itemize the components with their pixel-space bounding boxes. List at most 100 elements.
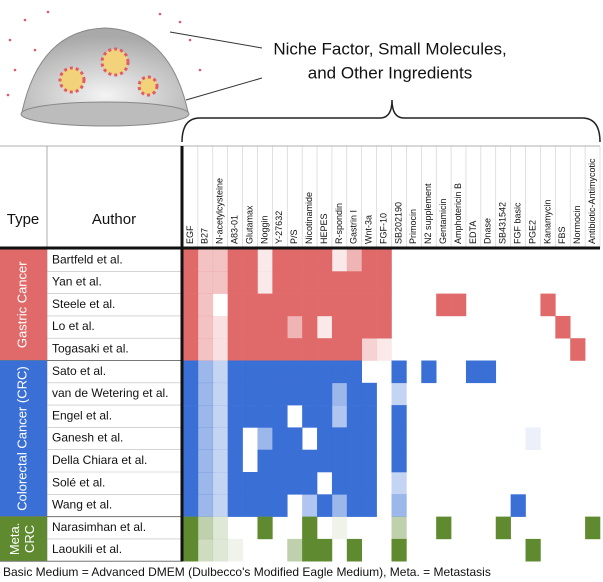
cell [421,360,437,384]
cell [317,405,333,428]
cell [481,494,496,517]
cell [287,382,303,406]
cell [392,294,407,317]
cell [466,338,481,361]
cell [540,338,555,361]
cell [496,316,511,339]
author: van de Wetering et al. [52,386,169,400]
cell [496,427,511,450]
cell [227,293,243,317]
cell [243,517,258,540]
cell [212,538,228,562]
cell [436,249,451,272]
cell [257,405,273,428]
cell [317,538,333,562]
cell [272,360,288,384]
cell [555,271,570,294]
cell [243,539,258,562]
cell [466,472,481,495]
cell [287,271,303,294]
author: Ganesh et al. [52,431,123,445]
cell [436,383,451,406]
cell [227,405,243,428]
cell [287,338,303,361]
cell [212,271,228,294]
column-label: SB202190 [393,202,403,244]
cell [257,427,273,450]
cell [421,383,436,406]
cell [213,294,228,317]
cell [212,494,228,517]
cell [421,405,436,428]
cell [346,249,363,272]
cell [555,472,570,495]
column-label: A83-01 [230,215,240,244]
cell [511,271,526,294]
cell [346,338,363,361]
title-line: Niche Factor, Small Molecules, [273,39,506,58]
cell [540,383,555,406]
cell [331,494,348,517]
cell [227,472,243,495]
cell [540,539,555,562]
cell [451,450,466,473]
column-label: P/S [289,229,299,244]
cell [406,494,421,517]
cell [272,271,288,294]
cell [331,360,348,384]
cell [421,450,436,473]
cell [183,271,199,294]
cell [242,315,258,339]
cell [197,494,214,517]
cell [496,249,511,272]
cell [496,383,511,406]
cell [540,450,555,473]
cell [511,249,526,272]
cell [183,315,199,339]
column-label: FGF-10 [378,213,388,244]
cell [481,427,496,450]
cell [257,449,273,473]
cell [481,249,496,272]
group-band [0,516,47,562]
cell [436,450,451,473]
cell [302,449,318,473]
cell [481,472,496,495]
cell [391,538,407,562]
cell [555,405,570,428]
cell [287,249,303,272]
cell [392,249,407,272]
cell [570,472,585,495]
group-label: Gastric Cancer [14,261,29,348]
cell [287,472,303,495]
cell [555,494,570,517]
cell [525,538,541,562]
cell [346,449,363,473]
cell [406,405,421,428]
cell [302,405,318,428]
cell [212,449,228,473]
cell [540,494,555,517]
cell [480,360,497,384]
cell [391,382,407,406]
cell [287,293,303,317]
dots [6,10,202,97]
column-label: Amphotericin B [453,183,463,244]
cell [197,249,214,272]
cell [227,249,243,272]
cell [585,539,600,562]
cell [496,539,511,562]
cell [585,316,600,339]
footer: Basic Medium = Advanced DMEM (Dulbecco's… [3,565,491,579]
cell [451,249,466,272]
cell [540,249,555,272]
cell [197,271,214,294]
cell [526,316,541,339]
cell [227,427,243,450]
cell [212,516,228,540]
cell [331,293,348,317]
cell [272,427,288,450]
column-label: Wnt-3a [364,215,374,244]
cell [257,516,273,540]
cell [287,538,303,562]
